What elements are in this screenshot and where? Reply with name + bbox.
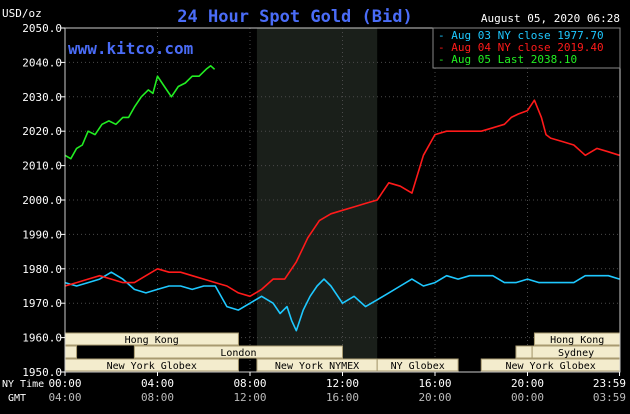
- y-tick-label: 1960.0: [22, 332, 62, 345]
- legend-entry: - Aug 03 NY close 1977.70: [438, 29, 604, 42]
- x-tick-label-ny: 12:00: [326, 377, 359, 390]
- timestamp: August 05, 2020 06:28: [481, 12, 620, 25]
- session-bar: [515, 345, 533, 359]
- x-tick-label-gmt: 16:00: [326, 391, 359, 404]
- session-bar: [133, 345, 343, 359]
- legend-entry: - Aug 05 Last 2038.10: [438, 53, 577, 66]
- x-tick-label-ny: 20:00: [511, 377, 544, 390]
- x-tick-label-gmt: 04:00: [48, 391, 81, 404]
- session-label: New York Globex: [505, 361, 595, 372]
- session-bar: [376, 358, 459, 372]
- kitco-watermark: www.kitco.com: [68, 39, 194, 58]
- legend-entry: - Aug 04 NY close 2019.40: [438, 41, 604, 54]
- y-tick-label: 2010.0: [22, 160, 62, 173]
- y-units-label: USD/oz: [2, 7, 42, 20]
- session-label: Hong Kong: [125, 335, 179, 346]
- session-label: New York NYMEX: [275, 361, 359, 372]
- session-bar: [64, 345, 78, 359]
- y-tick-label: 1970.0: [22, 297, 62, 310]
- series-line-aug03: [64, 271, 620, 332]
- trading-sessions: Hong Kong Hong Kong London Sydney New York G…: [64, 332, 621, 372]
- legend: - Aug 03 NY close 1977.70- Aug 04 NY clo…: [432, 27, 621, 69]
- y-tick-label: 2040.0: [22, 56, 62, 69]
- gmt-label: GMT: [8, 393, 26, 404]
- x-tick-label-gmt: 03:59: [593, 391, 626, 404]
- y-tick-label: 2000.0: [22, 194, 62, 207]
- session-label: NY Globex: [391, 361, 445, 372]
- x-tick-label-gmt: 20:00: [418, 391, 451, 404]
- x-tick-label-ny: 00:00: [48, 377, 81, 390]
- axes: 1950.0 1960.0 1970.0 1980.0 1990.0 2000.0 2010…: [22, 22, 626, 404]
- x-tick-label-gmt: 00:00: [511, 391, 544, 404]
- y-tick-label: 2020.0: [22, 125, 62, 138]
- session-label: Hong Kong: [550, 335, 604, 346]
- session-label: Sydney: [558, 348, 594, 359]
- ny-time-label: NY Time: [2, 379, 44, 390]
- x-tick-label-gmt: 08:00: [141, 391, 174, 404]
- series-line-aug04: [64, 99, 620, 298]
- x-tick-label-ny: 08:00: [233, 377, 266, 390]
- grid-layer: [64, 27, 620, 373]
- price-series: [64, 65, 620, 332]
- series-line-aug05: [64, 65, 216, 160]
- session-label: New York Globex: [107, 361, 197, 372]
- y-tick-label: 1950.0: [22, 366, 62, 379]
- x-tick-label-gmt: 12:00: [233, 391, 266, 404]
- x-tick-label-ny: 04:00: [141, 377, 174, 390]
- y-tick-label: 2030.0: [22, 91, 62, 104]
- y-tick-label: 1980.0: [22, 263, 62, 276]
- chart-title: 24 Hour Spot Gold (Bid): [177, 7, 412, 27]
- x-tick-label-ny: 16:00: [418, 377, 451, 390]
- session-label: London: [220, 348, 256, 359]
- x-tick-label-ny: 23:59: [593, 377, 626, 390]
- y-tick-label: 2050.0: [22, 22, 62, 35]
- legend-box: [432, 27, 621, 69]
- y-tick-label: 1990.0: [22, 228, 62, 241]
